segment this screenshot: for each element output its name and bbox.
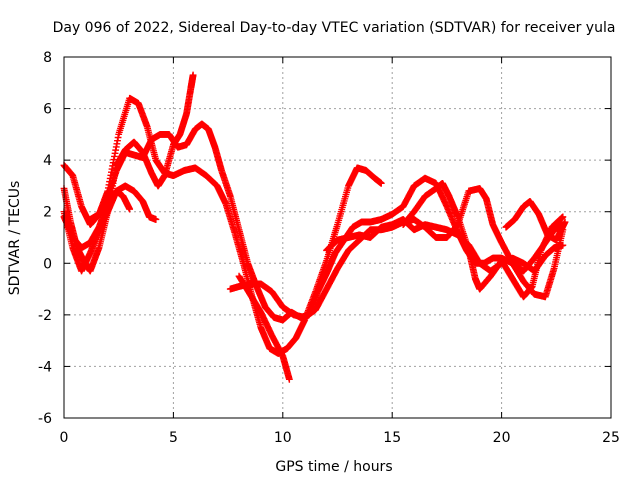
x-axis-label: GPS time / hours (275, 459, 392, 475)
series-curve-g (235, 272, 293, 383)
y-tick-label: 0 (43, 256, 52, 272)
x-tick-label: 5 (169, 430, 178, 446)
plot-frame (63, 56, 612, 419)
y-tick-label: -2 (38, 308, 52, 324)
data-point (377, 179, 385, 187)
y-tick-label: -6 (38, 411, 52, 427)
data-point (559, 213, 567, 221)
y-axis-label: SDTVAR / TECUs (7, 181, 23, 296)
data-point (285, 375, 293, 383)
chart-title: Day 096 of 2022, Sidereal Day-to-day VTE… (53, 20, 616, 36)
x-tick-label: 15 (383, 430, 401, 446)
y-tick-label: 8 (43, 50, 52, 66)
series-curve-a (60, 94, 385, 357)
data-points (60, 71, 569, 383)
x-tick-label: 25 (602, 430, 620, 446)
y-tick-label: 6 (43, 102, 52, 118)
x-tick-label: 20 (493, 430, 511, 446)
data-point (189, 71, 197, 79)
y-tick-label: -4 (38, 359, 52, 375)
y-tick-label: 2 (43, 205, 52, 221)
x-tick-label: 10 (274, 430, 292, 446)
series-curve-f (226, 185, 567, 321)
data-point (126, 205, 134, 213)
x-tick-label: 0 (60, 430, 69, 446)
series-curve-j (502, 198, 569, 244)
axis-ticks: 0 5 10 15 20 25 -6 -4 -2 0 2 4 6 8 (38, 50, 620, 446)
data-point (152, 216, 160, 223)
y-tick-label: 4 (43, 153, 52, 169)
data-point (561, 218, 569, 226)
data-point (559, 241, 567, 249)
series-curve-i (399, 179, 567, 301)
